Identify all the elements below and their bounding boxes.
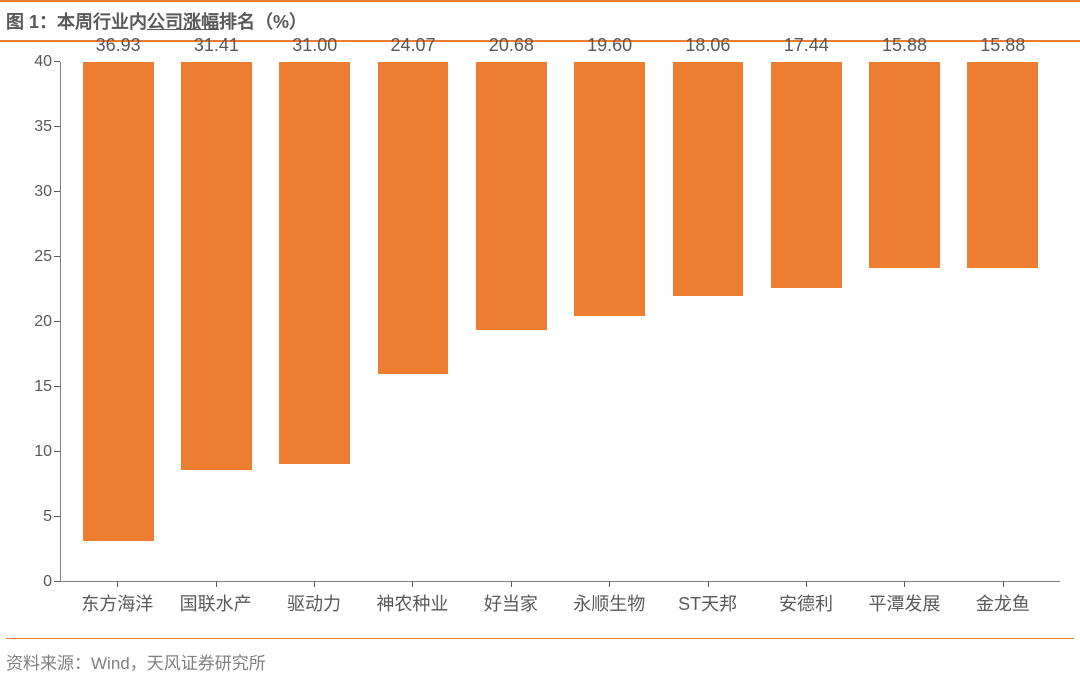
bar-slot: 17.44: [757, 62, 855, 581]
y-tick-label: 15: [34, 378, 52, 396]
y-tick-label: 35: [34, 118, 52, 136]
bar: 36.93: [83, 62, 154, 541]
y-tick-label: 30: [34, 183, 52, 201]
y-tick-label: 10: [34, 443, 52, 461]
bar: 17.44: [771, 62, 842, 288]
x-axis-label: 国联水产: [166, 582, 264, 622]
y-tick-label: 40: [34, 53, 52, 71]
bar-slot: 18.06: [659, 62, 757, 581]
bar-value-label: 17.44: [784, 35, 829, 56]
x-tick-mark: [609, 581, 610, 587]
bar-slot: 24.07: [364, 62, 462, 581]
chart-title: 图 1：本周行业内公司涨幅排名（%）: [6, 12, 307, 32]
x-tick-mark: [412, 581, 413, 587]
bar-value-label: 36.93: [96, 35, 141, 56]
y-tick-label: 20: [34, 313, 52, 331]
x-tick-mark: [904, 581, 905, 587]
y-axis: 0510152025303540: [20, 62, 60, 582]
x-axis-label: 永顺生物: [560, 582, 658, 622]
bar: 31.00: [279, 62, 350, 464]
bar-slot: 19.60: [560, 62, 658, 581]
x-axis-labels: 东方海洋国联水产驱动力神农种业好当家永顺生物ST天邦安德利平潭发展金龙鱼: [60, 582, 1060, 622]
bar-slot: 36.93: [69, 62, 167, 581]
x-axis-label: 驱动力: [265, 582, 363, 622]
title-prefix: 图 1：本周行业内: [6, 12, 147, 32]
plot-area: 36.93 31.41 31.00 24.07 20.68 19.60 18.06 17.44…: [60, 62, 1060, 582]
x-tick-mark: [511, 581, 512, 587]
x-tick-mark: [216, 581, 217, 587]
x-axis-label: 平潭发展: [855, 582, 953, 622]
source-citation: 资料来源：Wind，天风证券研究所: [6, 638, 1074, 674]
x-axis-label: ST天邦: [658, 582, 756, 622]
x-tick-mark: [708, 581, 709, 587]
x-axis-label: 神农种业: [363, 582, 461, 622]
bar-value-label: 19.60: [587, 35, 632, 56]
bar-value-label: 24.07: [391, 35, 436, 56]
bar-value-label: 31.41: [194, 35, 239, 56]
bar: 20.68: [476, 62, 547, 330]
bar-value-label: 15.88: [980, 35, 1025, 56]
bar-value-label: 31.00: [292, 35, 337, 56]
bars-container: 36.93 31.41 31.00 24.07 20.68 19.60 18.06 17.44…: [61, 62, 1060, 581]
bar: 15.88: [869, 62, 940, 268]
x-tick-mark: [314, 581, 315, 587]
bar: 15.88: [967, 62, 1038, 268]
bar-value-label: 15.88: [882, 35, 927, 56]
bar: 31.41: [181, 62, 252, 470]
bar-slot: 31.00: [266, 62, 364, 581]
bar: 24.07: [378, 62, 449, 374]
x-axis-label: 安德利: [757, 582, 855, 622]
y-tick-label: 25: [34, 248, 52, 266]
title-suffix: 排名（%）: [219, 12, 307, 32]
x-axis-label: 金龙鱼: [954, 582, 1052, 622]
bar-value-label: 20.68: [489, 35, 534, 56]
title-underline: 公司涨幅: [147, 12, 219, 32]
y-tick-label: 5: [43, 508, 52, 526]
bar-slot: 15.88: [954, 62, 1052, 581]
x-tick-mark: [117, 581, 118, 587]
x-axis-label: 好当家: [462, 582, 560, 622]
x-axis-label: 东方海洋: [68, 582, 166, 622]
bar-slot: 15.88: [855, 62, 953, 581]
x-tick-mark: [1003, 581, 1004, 587]
x-tick-mark: [806, 581, 807, 587]
bar-slot: 20.68: [462, 62, 560, 581]
bar: 19.60: [574, 62, 645, 316]
bar-value-label: 18.06: [685, 35, 730, 56]
bar-slot: 31.41: [167, 62, 265, 581]
y-tick-label: 0: [43, 573, 52, 591]
chart-area: 0510152025303540 36.9331.4131.0024.0720.…: [20, 62, 1060, 622]
bar: 18.06: [673, 62, 744, 296]
